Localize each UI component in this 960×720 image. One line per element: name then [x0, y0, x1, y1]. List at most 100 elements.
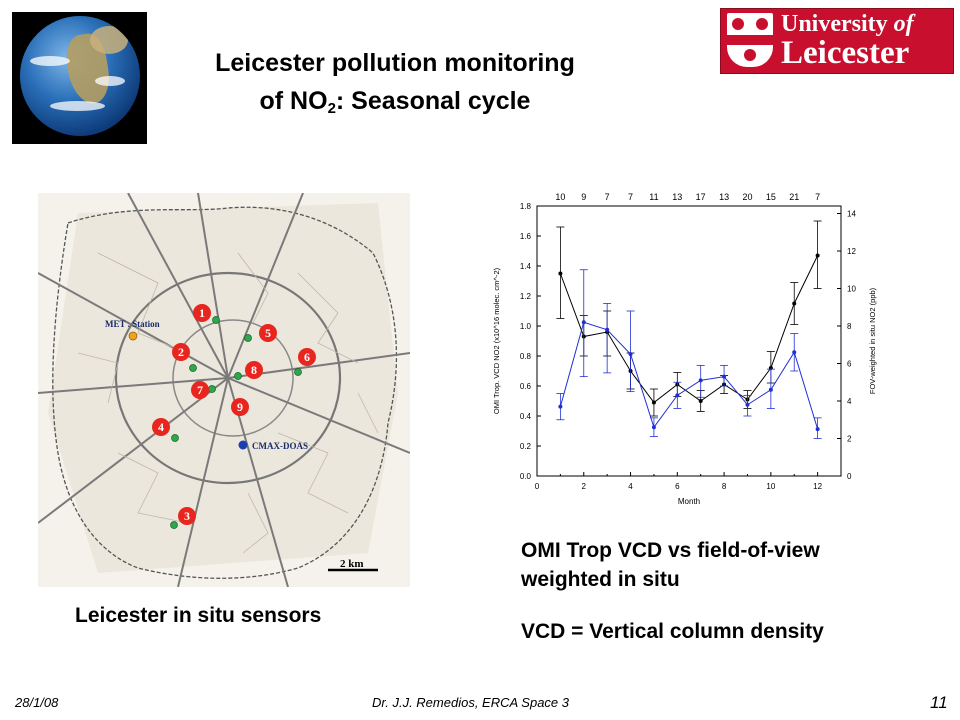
svg-text:5: 5 — [265, 326, 271, 340]
svg-text:7: 7 — [197, 383, 203, 397]
data-point — [651, 425, 656, 430]
x-tick-label: 0 — [535, 482, 540, 491]
data-point — [768, 387, 773, 392]
sample-count-label: 7 — [815, 192, 820, 202]
sample-count-label: 20 — [742, 192, 752, 202]
sample-count-label: 13 — [719, 192, 729, 202]
title-line-2: of NO2: Seasonal cycle — [150, 82, 640, 124]
svg-text:4: 4 — [158, 420, 164, 434]
y-right-tick-label: 10 — [847, 285, 856, 294]
sample-count-label: 13 — [672, 192, 682, 202]
earth-globe-image — [12, 12, 147, 144]
chart-caption: OMI Trop VCD vs field-of-view weighted i… — [521, 539, 820, 591]
title-line-2-prefix: of NO — [259, 87, 328, 115]
svg-text:1: 1 — [199, 306, 205, 320]
y-left-tick-label: 0.0 — [520, 472, 532, 481]
sample-count-label: 11 — [649, 192, 658, 202]
y-left-tick-label: 0.8 — [520, 352, 532, 361]
sample-count-label: 7 — [628, 192, 633, 202]
svg-text:3: 3 — [184, 509, 190, 523]
sample-count-label: 21 — [789, 192, 799, 202]
svg-text:6: 6 — [304, 350, 310, 364]
svg-text:9: 9 — [237, 400, 243, 414]
title-line-2-suffix: : Seasonal cycle — [335, 87, 531, 115]
cmax-doas-label: CMAX-DOAS — [252, 441, 308, 451]
data-point — [581, 320, 586, 325]
cmax-doas-marker — [238, 440, 248, 450]
y-left-tick-label: 1.0 — [520, 322, 532, 331]
sample-count-label: 17 — [696, 192, 706, 202]
leicester-sensor-map: 1 2 3 4 5 6 7 8 9 MET . Station CMAX-DOA… — [38, 193, 410, 587]
data-point — [651, 400, 656, 405]
footer-date: 28/1/08 — [15, 695, 59, 710]
site-marker-6: 6 — [298, 348, 316, 366]
y-left-tick-label: 1.2 — [520, 292, 532, 301]
y-left-tick-label: 1.8 — [520, 202, 532, 211]
title-subscript: 2 — [327, 100, 336, 117]
y-right-tick-label: 2 — [847, 435, 852, 444]
y-right-tick-label: 12 — [847, 247, 856, 256]
data-point — [675, 393, 680, 398]
no2-seasonal-chart: 0.0 0.2 0.4 0.6 0.8 1.0 1.2 1.4 1.6 1.8 0 2 4 6 8 10 12 1… — [492, 192, 877, 506]
vcd-definition: VCD = Vertical column density — [521, 620, 824, 643]
y-right-tick-label: 4 — [847, 397, 852, 406]
data-point — [558, 271, 563, 276]
x-tick-label: 10 — [766, 482, 775, 491]
logo-text-bottom: Leicester — [781, 35, 910, 71]
site-marker-2: 2 — [172, 343, 190, 361]
met-station-marker — [128, 331, 138, 341]
page-number: 11 — [930, 693, 948, 712]
series-line-1 — [559, 255, 819, 404]
data-point — [722, 374, 727, 379]
data-point — [745, 402, 750, 407]
data-point — [698, 378, 703, 383]
university-logo: University of Leicester — [720, 8, 954, 74]
x-tick-label: 2 — [582, 482, 587, 491]
data-point — [792, 350, 797, 355]
data-point — [815, 427, 820, 432]
sample-count-label: 15 — [766, 192, 776, 202]
site-marker-1: 1 — [193, 304, 211, 322]
x-tick-label: 8 — [722, 482, 727, 491]
logo-text-top: University of — [781, 11, 914, 37]
data-point — [815, 253, 820, 258]
y-right-axis-label: FOV-weighted in situ NO2 (ppb) — [868, 287, 877, 394]
y-left-tick-label: 0.6 — [520, 382, 532, 391]
earth-sphere — [20, 16, 140, 136]
svg-text:2: 2 — [178, 345, 184, 359]
site-marker-5: 5 — [259, 324, 277, 342]
y-right-tick-label: 14 — [847, 210, 856, 219]
site-marker-3: 3 — [178, 507, 196, 525]
y-left-axis-label: OMI Trop. VCD NO2 (x10^16 molec. cm^-2) — [492, 267, 501, 414]
data-point — [558, 404, 563, 409]
cloud — [30, 56, 70, 66]
y-right-tick-label: 0 — [847, 472, 852, 481]
y-left-tick-label: 1.4 — [520, 262, 532, 271]
y-left-tick-label: 1.6 — [520, 232, 532, 241]
cloud — [95, 76, 125, 86]
data-point — [628, 352, 633, 357]
data-point — [605, 327, 610, 332]
x-tick-label: 6 — [675, 482, 680, 491]
title-line-1: Leicester pollution monitoring — [215, 49, 575, 77]
svg-text:8: 8 — [251, 363, 257, 377]
data-point — [698, 399, 703, 403]
scale-label: 2 km — [340, 558, 364, 570]
site-marker-4: 4 — [152, 418, 170, 436]
y-left-tick-label: 0.4 — [520, 412, 532, 421]
sample-count-label: 9 — [581, 192, 586, 202]
sample-count-label: 7 — [605, 192, 610, 202]
x-tick-label: 4 — [628, 482, 633, 491]
x-axis-label: Month — [678, 497, 700, 506]
sample-count-label: 10 — [555, 192, 565, 202]
cloud — [50, 101, 105, 111]
data-point — [792, 301, 797, 306]
site-marker-9: 9 — [231, 398, 249, 416]
slide-title: Leicester pollution monitoring of NO2: S… — [150, 44, 640, 124]
series-line-2 — [559, 321, 819, 430]
x-tick-label: 12 — [813, 482, 822, 491]
y-left-tick-label: 0.2 — [520, 442, 532, 451]
university-crest-icon — [727, 13, 773, 67]
plot-frame — [536, 205, 842, 477]
europe-landmass — [90, 26, 128, 54]
